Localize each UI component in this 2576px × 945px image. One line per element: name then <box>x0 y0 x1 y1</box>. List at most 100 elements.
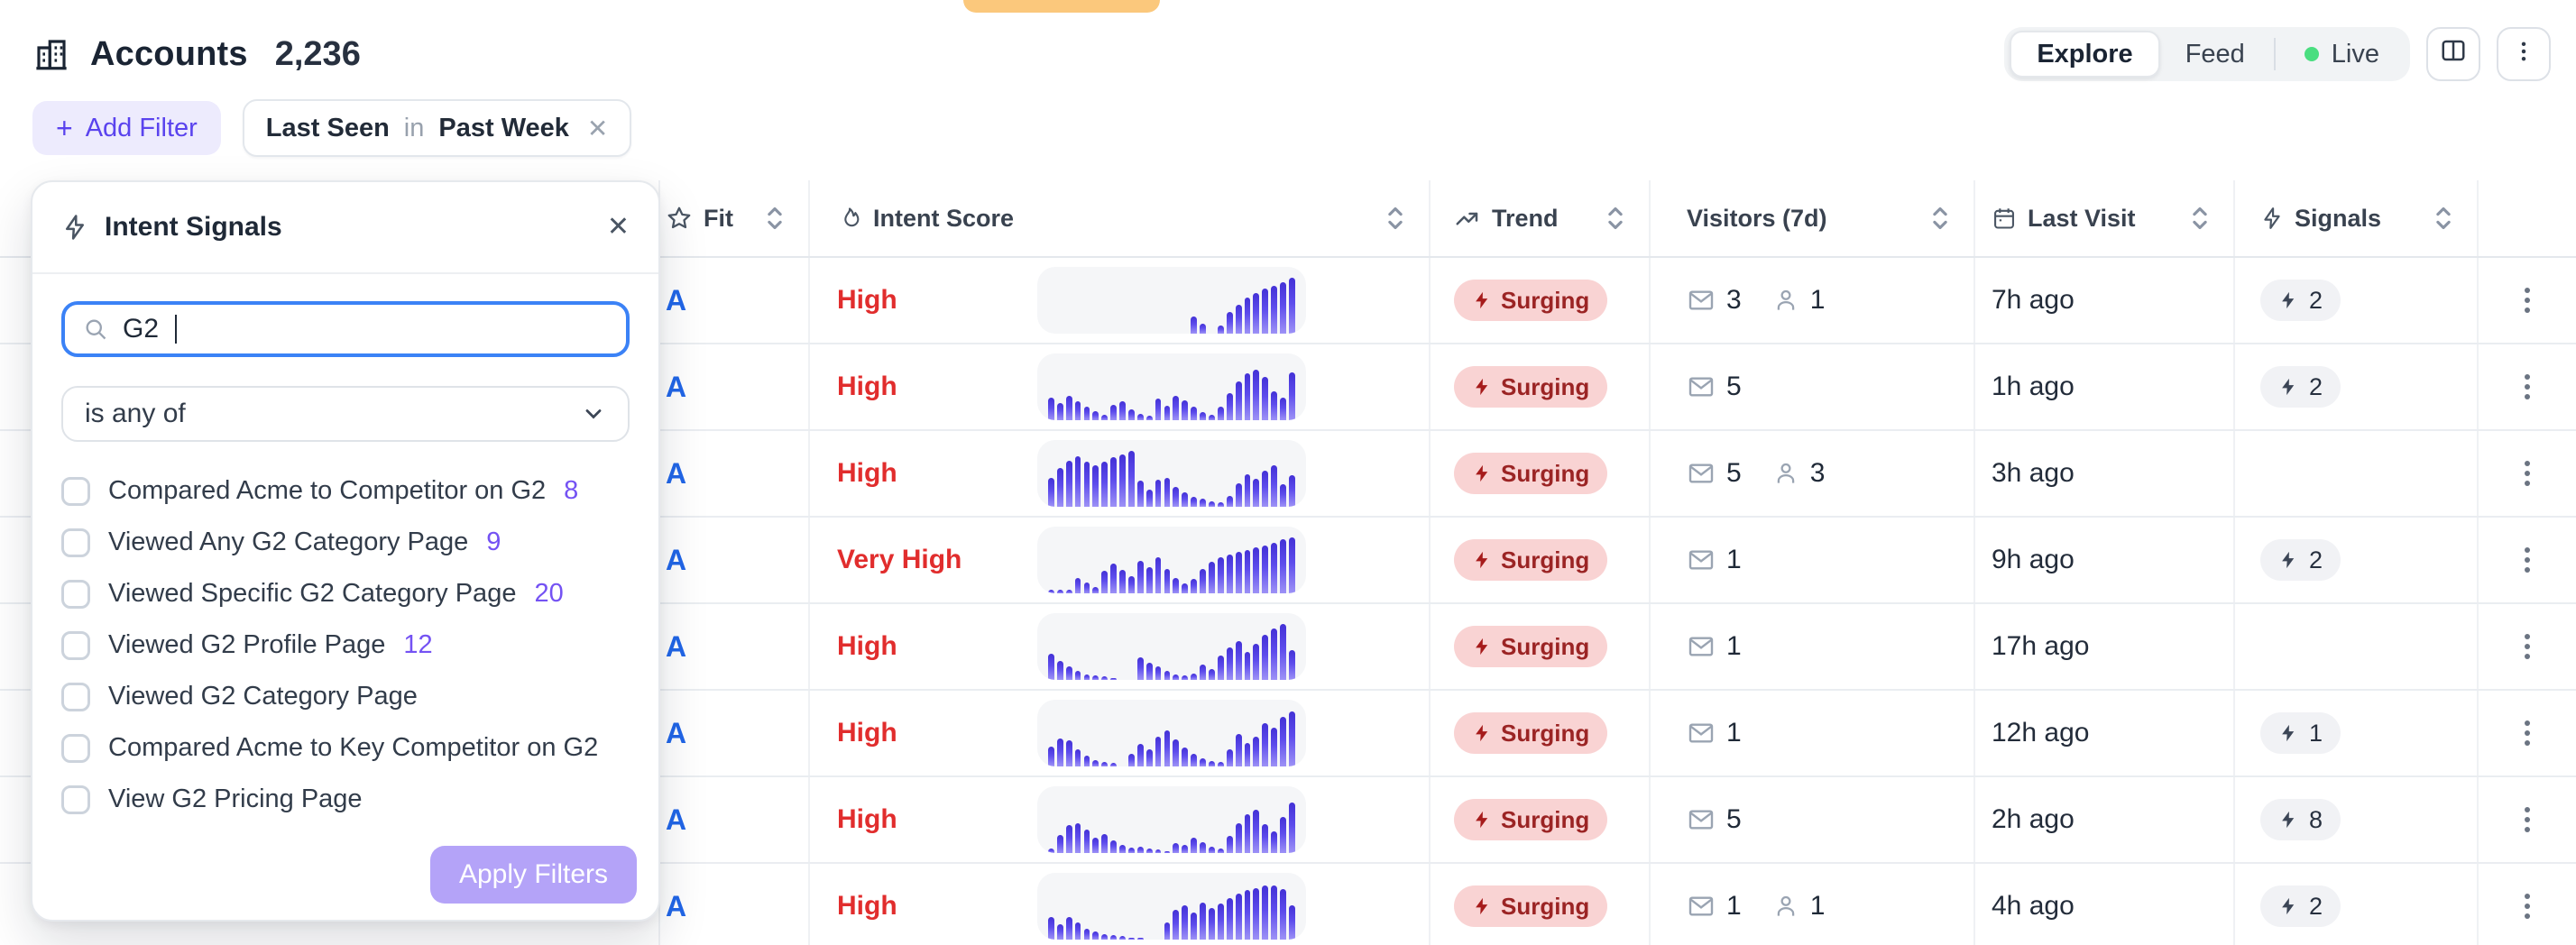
table-row[interactable]: A High Surging 5 3 3h ago <box>0 431 2576 518</box>
signals-count: 2 <box>2309 892 2323 920</box>
table-row[interactable]: A High Surging 5 1h ago 2 <box>0 344 2576 431</box>
trend-badge: Surging <box>1454 453 1608 494</box>
fit-cell: A <box>660 518 810 602</box>
last-visit-value: 12h ago <box>1992 718 2090 748</box>
view-tab-label: Explore <box>2037 39 2133 69</box>
split-panel-button[interactable] <box>2426 27 2480 81</box>
people-visitors-count: 1 <box>1809 285 1826 315</box>
signal-option[interactable]: Viewed Any G2 Category Page 9 <box>61 517 637 568</box>
signal-option-label: Compared Acme to Competitor on G2 <box>108 476 547 505</box>
last-visit-value: 1h ago <box>1992 372 2075 401</box>
table-row[interactable]: A High Surging 1 12h ago 1 <box>0 691 2576 777</box>
intent-score-label: High <box>837 372 897 401</box>
accounts-table: Fit Intent Score Trend Visitors (7d) Last Vi… <box>0 180 2576 945</box>
last-visit-cell: 7h ago <box>1975 258 2235 343</box>
close-icon[interactable]: ✕ <box>606 212 630 242</box>
chip-remove-icon[interactable]: ✕ <box>586 114 609 142</box>
sort-icon[interactable] <box>1605 206 1625 231</box>
operator-select[interactable]: is any of <box>61 386 630 442</box>
intent-score-label: Very High <box>837 545 962 574</box>
sort-icon[interactable] <box>2433 206 2453 231</box>
split-panel-icon <box>2440 37 2467 71</box>
signal-option-label: Viewed G2 Category Page <box>108 682 418 711</box>
sort-icon[interactable] <box>1930 206 1950 231</box>
column-label: Last Visit <box>2028 204 2136 232</box>
row-actions-cell <box>2479 691 2576 775</box>
fit-cell: A <box>660 344 810 429</box>
table-header-row: Fit Intent Score Trend Visitors (7d) Last Vi… <box>0 180 2576 258</box>
table-row[interactable]: A High Surging 1 1 4h ago 2 <box>0 864 2576 945</box>
search-icon <box>83 317 108 342</box>
checkbox[interactable] <box>61 579 90 609</box>
trend-badge: Surging <box>1454 280 1608 321</box>
view-tab-explore[interactable]: Explore <box>2010 31 2160 78</box>
mail-icon <box>1687 372 1716 401</box>
page-title: Accounts <box>90 34 248 73</box>
row-menu-button[interactable] <box>2517 800 2537 839</box>
activity-sparkline <box>1037 353 1306 420</box>
row-menu-button[interactable] <box>2517 280 2537 320</box>
activity-sparkline <box>1037 440 1306 507</box>
fit-cell: A <box>660 258 810 343</box>
signal-option[interactable]: Viewed G2 Category Page <box>61 671 637 722</box>
trend-badge: Surging <box>1454 626 1608 667</box>
checkbox[interactable] <box>61 733 90 763</box>
trending-up-icon <box>1454 205 1481 232</box>
column-header-last_visit[interactable]: Last Visit <box>1975 180 2235 256</box>
column-label: Fit <box>704 204 733 232</box>
signal-option-count: 9 <box>486 528 501 556</box>
sort-icon[interactable] <box>1385 206 1405 231</box>
signal-option[interactable]: Viewed Specific G2 Category Page 20 <box>61 568 637 619</box>
table-row[interactable]: A High Surging 5 2h ago 8 <box>0 777 2576 864</box>
sort-icon[interactable] <box>765 206 785 231</box>
signals-cell: 2 <box>2235 518 2479 602</box>
star-icon <box>666 205 693 232</box>
row-menu-button[interactable] <box>2517 540 2537 580</box>
row-menu-button[interactable] <box>2517 367 2537 407</box>
column-header-trend[interactable]: Trend <box>1431 180 1651 256</box>
row-actions-cell <box>2479 431 2576 516</box>
row-actions-cell <box>2479 518 2576 602</box>
view-tab-live[interactable]: Live <box>2279 32 2405 76</box>
table-row[interactable]: A Very High Surging 1 9h ago 2 <box>0 518 2576 604</box>
signal-search-input[interactable]: G2 <box>61 301 630 357</box>
calendar-icon <box>1992 206 2017 231</box>
row-menu-button[interactable] <box>2517 886 2537 926</box>
signal-option-count: 8 <box>564 476 579 505</box>
table-row[interactable]: A High Surging 1 17h ago <box>0 604 2576 691</box>
column-header-signals[interactable]: Signals <box>2235 180 2479 256</box>
add-filter-button[interactable]: + Add Filter <box>32 101 221 155</box>
signal-option[interactable]: Viewed G2 Profile Page 12 <box>61 619 637 671</box>
column-header-fit[interactable]: Fit <box>660 180 810 256</box>
view-tab-label: Live <box>2331 39 2379 69</box>
mail-icon <box>1687 632 1716 661</box>
filter-chip-last-seen[interactable]: Last Seen in Past Week ✕ <box>242 99 632 157</box>
chip-field: Last Seen <box>265 113 390 142</box>
view-tab-feed[interactable]: Feed <box>2160 32 2270 76</box>
person-icon <box>1772 893 1799 920</box>
plus-icon: + <box>56 112 73 144</box>
last-visit-value: 4h ago <box>1992 891 2075 921</box>
signals-pill: 2 <box>2260 280 2341 321</box>
column-header-visitors[interactable]: Visitors (7d) <box>1651 180 1975 256</box>
sort-icon[interactable] <box>2190 206 2210 231</box>
visitors-cell: 1 <box>1651 691 1975 775</box>
checkbox[interactable] <box>61 682 90 711</box>
page-menu-button[interactable] <box>2497 27 2551 81</box>
checkbox[interactable] <box>61 476 90 506</box>
checkbox[interactable] <box>61 784 90 814</box>
checkbox[interactable] <box>61 630 90 660</box>
apply-filters-button[interactable]: Apply Filters <box>429 846 637 904</box>
last-visit-cell: 12h ago <box>1975 691 2235 775</box>
signals-cell: 1 <box>2235 691 2479 775</box>
email-visitors-count: 1 <box>1726 631 1742 661</box>
column-header-intent[interactable]: Intent Score <box>810 180 1431 256</box>
checkbox[interactable] <box>61 528 90 557</box>
signal-option[interactable]: Compared Acme to Key Competitor on G2 <box>61 722 637 774</box>
signal-option[interactable]: View G2 Pricing Page <box>61 774 637 825</box>
signal-option[interactable]: Compared Acme to Competitor on G2 8 <box>61 465 637 517</box>
row-menu-button[interactable] <box>2517 713 2537 753</box>
row-menu-button[interactable] <box>2517 454 2537 493</box>
row-menu-button[interactable] <box>2517 627 2537 666</box>
activity-sparkline <box>1037 873 1306 940</box>
